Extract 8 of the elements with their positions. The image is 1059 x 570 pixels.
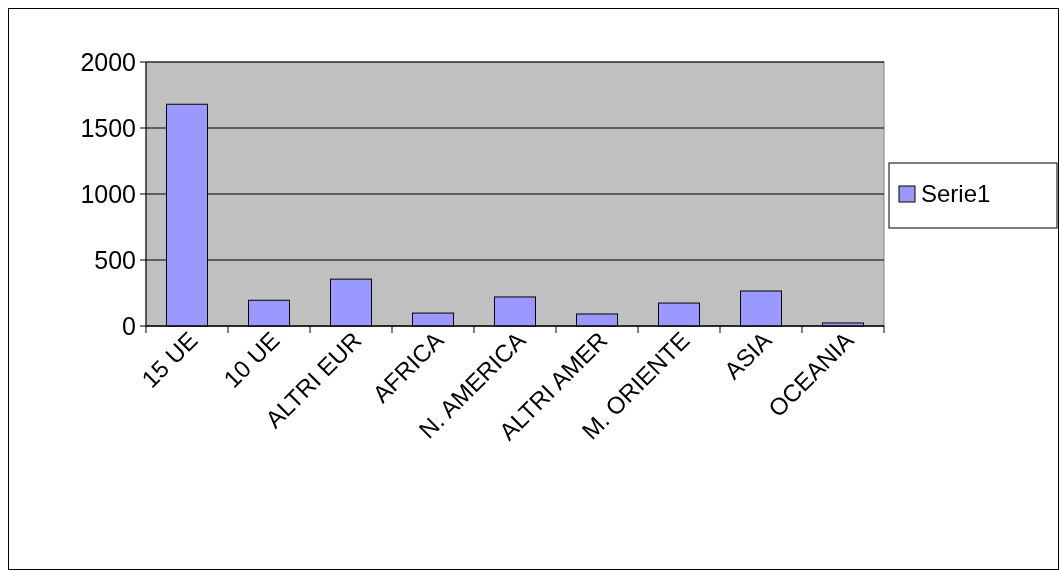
x-tick-label: 15 UE — [136, 326, 203, 393]
legend-label: Serie1 — [921, 180, 991, 208]
y-tick-label: 2000 — [80, 47, 136, 76]
y-tick-label: 500 — [94, 245, 136, 274]
y-tick-label: 1500 — [80, 113, 136, 142]
y-tick-label: 1000 — [80, 179, 136, 208]
y-tick-label: 0 — [122, 311, 136, 340]
x-tick-label: 10 UE — [218, 326, 285, 393]
